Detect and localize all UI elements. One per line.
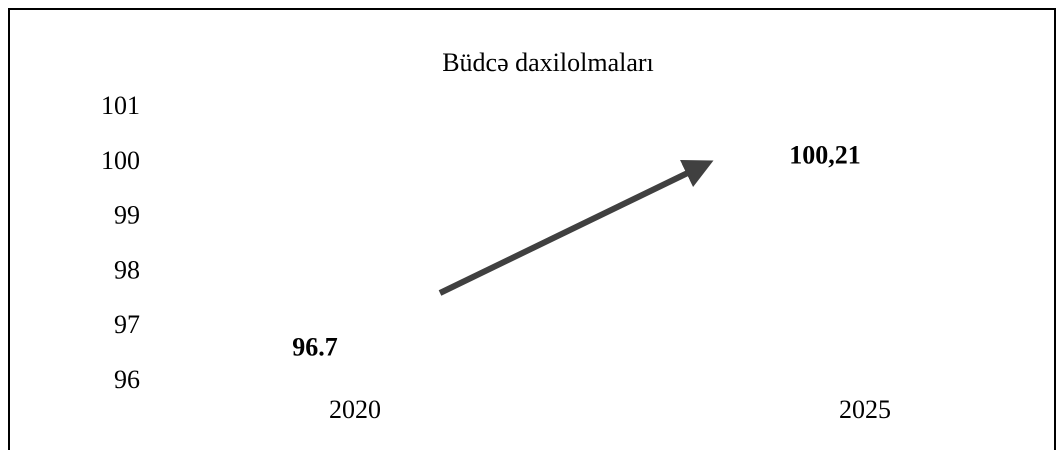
data-label: 96.7 [292,333,338,362]
y-tick-label: 101 [101,91,140,120]
y-tick-label: 98 [114,255,140,284]
y-tick-label: 96 [114,365,140,394]
x-tick-label: 2020 [329,395,381,424]
y-tick-label: 99 [114,201,140,230]
data-label: 100,21 [789,140,861,169]
trend-arrow [438,160,714,296]
y-tick-label: 97 [114,310,140,339]
x-tick-label: 2025 [839,395,891,424]
chart-border [8,8,1056,450]
chart-title: Büdcə daxilolmaları [442,48,654,77]
y-tick-label: 100 [101,146,140,175]
